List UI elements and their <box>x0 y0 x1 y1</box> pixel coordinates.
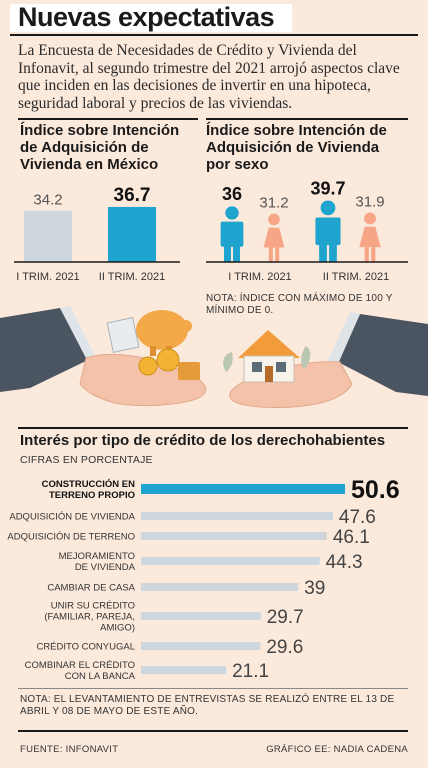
hbar-category-label: ADQUISICIÓN DE TERRENO <box>7 532 135 543</box>
bottom-panel-title: Interés por tipo de crédito de los derec… <box>20 432 386 449</box>
woman-value-label: 31.9 <box>355 194 384 211</box>
right-chart: 36 31.2 I TRIM. 2021 39.7 31.9 II TRIM. 2021 <box>206 180 408 283</box>
woman-leg <box>371 247 376 262</box>
house-window <box>252 362 262 372</box>
intro-text-normal: La Encuesta de Necesidades de Crédito y … <box>18 42 357 77</box>
hbar-0 <box>141 484 345 494</box>
hbar-category-label: CRÉDITO CONYUGAL <box>36 642 135 653</box>
hbar-category-label: UNIR SU CRÉDITO <box>51 601 135 612</box>
hbar-7 <box>141 666 227 674</box>
man-value-label: 36 <box>222 184 242 204</box>
right-sleeve <box>338 314 428 396</box>
page-title: Nuevas expectativas <box>18 2 275 32</box>
plant-icon <box>223 352 233 372</box>
title-background <box>10 4 292 32</box>
woman-leg <box>364 247 369 262</box>
bar-value-label: 36.7 <box>114 185 151 206</box>
hbar-value-label: 21.1 <box>232 661 269 682</box>
left-chart: 34.2 I TRIM. 2021 36.7 II TRIM. 2021 <box>14 185 180 283</box>
woman-value-label: 31.2 <box>259 195 288 212</box>
x-tick-label: I TRIM. 2021 <box>228 271 291 283</box>
footer-source: FUENTE: INFONAVIT <box>20 744 119 755</box>
hbar-5 <box>141 612 261 620</box>
bottom-panel-note: NOTA: EL LEVANTAMIENTO DE ENTREVISTAS SE… <box>20 694 395 717</box>
woman-body <box>263 227 285 248</box>
hbar-6 <box>141 642 261 650</box>
intro-text-highlight: aspectos clave que inciden en las decisi… <box>18 59 400 112</box>
left-panel-title: Índice sobre Intención de Adquisición de… <box>20 122 180 173</box>
hbar-category-label: TERRENO PROPIO <box>49 490 135 501</box>
hbar-category-label: CAMBIAR DE CASA <box>47 583 135 594</box>
woman-head <box>364 212 376 225</box>
house-window-2 <box>276 362 286 372</box>
man-leg <box>329 243 337 262</box>
coin-icon-2 <box>138 356 158 376</box>
right-panel-title: Índice sobre Intención de Adquisición de… <box>206 122 387 173</box>
hbar-value-label: 44.3 <box>326 552 363 573</box>
left-cuff <box>60 306 96 362</box>
top-charts-svg: 34.2 I TRIM. 2021 36.7 II TRIM. 2021 36 31.2… <box>14 180 408 283</box>
woman-leg <box>268 247 273 262</box>
man-body <box>220 221 244 247</box>
bottom-panel-subtitle: CIFRAS EN PORCENTAJE <box>20 454 153 466</box>
hbar-value-label: 29.7 <box>267 607 304 628</box>
hbar-value-label: 46.1 <box>333 527 370 548</box>
hands-illustration <box>0 306 428 408</box>
x-tick-label: II TRIM. 2021 <box>99 271 165 283</box>
right-panel-note: NOTA: ÍNDICE CON MÁXIMO DE 100 Y MÍNIMO … <box>206 293 393 316</box>
hbar-value-label: 29.6 <box>266 637 303 658</box>
coin-stack-icon <box>178 362 200 380</box>
coin-icon <box>156 348 180 372</box>
bottom-panel-rule <box>18 427 408 429</box>
title-divider <box>10 34 418 36</box>
piggy-snout <box>180 320 192 332</box>
plant-icon-2 <box>301 346 311 370</box>
right-panel-rule <box>206 118 408 120</box>
hbar-category-label: COMBINAR EL CRÉDITO <box>25 660 135 671</box>
x-tick-label: II TRIM. 2021 <box>323 271 389 283</box>
piggy-bank-icon <box>136 310 188 350</box>
hbar-value-label: 47.6 <box>339 507 376 528</box>
bar-0 <box>24 210 72 262</box>
left-panel-rule <box>18 118 198 120</box>
hbar-category-label: CON LA BANCA <box>65 671 136 682</box>
bottom-panel-divider <box>18 688 408 689</box>
woman-body <box>359 226 381 248</box>
bar-value-label: 34.2 <box>33 192 62 209</box>
hbar-category-label: CONSTRUCCIÓN EN <box>42 478 136 490</box>
hbar-category-label: DE VIVIENDA <box>75 562 136 573</box>
house-roof <box>238 330 300 358</box>
bar-1 <box>108 206 156 262</box>
man-body <box>315 217 341 246</box>
footer-rule <box>18 730 408 732</box>
man-leg <box>319 243 327 262</box>
house-door <box>265 366 273 382</box>
hbar-3 <box>141 557 320 565</box>
man-head <box>320 200 336 216</box>
hbar-category-label: MEJORAMIENTO <box>59 551 135 562</box>
man-value-label: 39.7 <box>310 180 345 198</box>
right-cuff <box>328 312 360 364</box>
man-leg <box>233 245 241 262</box>
hbar-category-label: ADQUISICIÓN DE VIVIENDA <box>9 512 135 523</box>
woman-head <box>268 213 280 226</box>
hbar-2 <box>141 532 327 540</box>
left-sleeve <box>0 308 88 392</box>
hbar-category-label: (FAMILIAR, PAREJA, <box>44 612 135 623</box>
man-head <box>225 206 239 220</box>
hbar-4 <box>141 583 299 591</box>
hbar-value-label: 50.6 <box>351 476 400 504</box>
hbar-value-label: 39 <box>304 578 325 599</box>
hbar-category-label: AMIGO) <box>100 623 135 634</box>
x-tick-label: I TRIM. 2021 <box>16 271 79 283</box>
piggy-leg <box>150 346 156 356</box>
document-icon <box>106 317 140 353</box>
man-leg <box>223 245 231 262</box>
hbar-1 <box>141 512 333 520</box>
woman-leg <box>275 247 280 262</box>
intro-text: La Encuesta de Necesidades de Crédito y … <box>18 42 414 112</box>
footer-credit: GRÁFICO EE: NADIA CADENA <box>266 744 408 755</box>
